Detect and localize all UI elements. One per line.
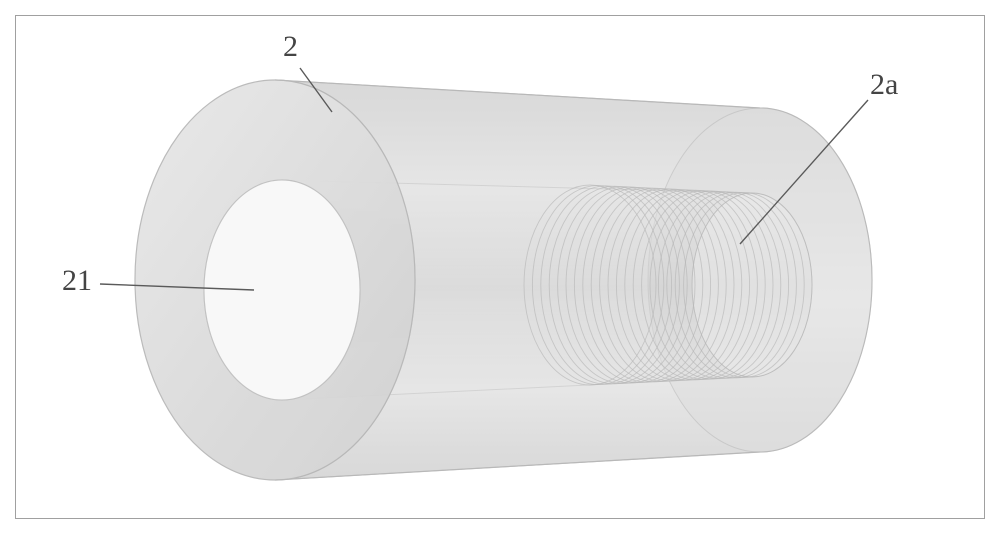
diagram-stage: 2 2a 21 — [0, 0, 1000, 534]
label-outer: 2 — [283, 30, 298, 64]
label-thread: 2a — [870, 68, 898, 102]
label-bore: 21 — [62, 264, 92, 298]
diagram-svg — [0, 0, 1000, 534]
